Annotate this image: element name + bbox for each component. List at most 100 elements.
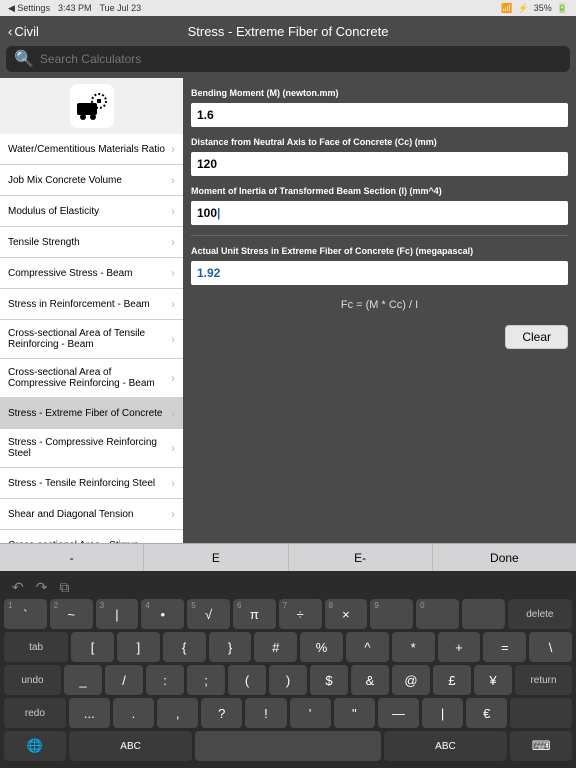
key[interactable]: 8× xyxy=(325,599,368,629)
key[interactable]: , xyxy=(157,698,198,728)
chevron-right-icon: › xyxy=(171,476,175,490)
field-input[interactable]: 1.6 xyxy=(191,103,568,127)
key[interactable]: } xyxy=(209,632,252,662)
clear-button[interactable]: Clear xyxy=(505,325,568,349)
key[interactable]: / xyxy=(105,665,143,695)
key[interactable]: + xyxy=(438,632,481,662)
key[interactable]: & xyxy=(351,665,389,695)
key[interactable]: ABC xyxy=(384,731,508,761)
key[interactable]: # xyxy=(254,632,297,662)
key[interactable]: _ xyxy=(64,665,102,695)
field-input[interactable]: 120 xyxy=(191,152,568,176)
key[interactable]: 9 xyxy=(370,599,413,629)
return-to-app[interactable]: ◀ Settings xyxy=(8,3,50,14)
sidebar-item[interactable]: Stress - Compressive Reinforcing Steel› xyxy=(0,429,183,468)
key[interactable]: 0 xyxy=(416,599,459,629)
search-input[interactable] xyxy=(40,52,562,66)
key[interactable]: " xyxy=(334,698,375,728)
key[interactable]: ; xyxy=(187,665,225,695)
accessory-key[interactable]: Done xyxy=(433,544,576,571)
formula-text: Fc = (M * Cc) / I xyxy=(191,299,568,311)
key[interactable]: undo xyxy=(4,665,61,695)
key[interactable]: . xyxy=(113,698,154,728)
key[interactable]: 7÷ xyxy=(279,599,322,629)
chevron-right-icon: › xyxy=(171,173,175,187)
sidebar-item[interactable]: Modulus of Elasticity› xyxy=(0,196,183,227)
sidebar-item[interactable]: Cross-sectional Area of Compressive Rein… xyxy=(0,359,183,398)
key[interactable]: ? xyxy=(201,698,242,728)
key[interactable]: 2~ xyxy=(50,599,93,629)
key[interactable]: ... xyxy=(69,698,110,728)
key[interactable]: — xyxy=(378,698,419,728)
key[interactable]: 4• xyxy=(141,599,184,629)
key[interactable]: @ xyxy=(392,665,430,695)
divider xyxy=(191,235,568,236)
search-bar[interactable]: 🔍 xyxy=(6,46,570,72)
sidebar-item[interactable]: Stress - Tensile Reinforcing Steel› xyxy=(0,468,183,499)
accessory-key[interactable]: E- xyxy=(289,544,433,571)
key[interactable]: * xyxy=(392,632,435,662)
sidebar-item[interactable]: Shear and Diagonal Tension› xyxy=(0,499,183,530)
sidebar-item[interactable]: Tensile Strength› xyxy=(0,227,183,258)
redo-icon[interactable]: ↷ xyxy=(36,579,48,596)
key[interactable]: 5√ xyxy=(187,599,230,629)
key[interactable]: 3| xyxy=(96,599,139,629)
key[interactable]: ABC xyxy=(69,731,193,761)
accessory-key[interactable]: E xyxy=(144,544,288,571)
undo-icon[interactable]: ↶ xyxy=(12,579,24,596)
key[interactable]: 6π xyxy=(233,599,276,629)
keyboard: ↶ ↷ ⧉ 1`2~3|4•5√6π7÷8×90 delete tab[]{}#%… xyxy=(0,571,576,768)
key[interactable]: : xyxy=(146,665,184,695)
key[interactable] xyxy=(510,698,572,728)
sidebar-item-label: Cross-sectional Area of Tensile Reinforc… xyxy=(8,328,171,350)
key[interactable] xyxy=(462,599,505,629)
key[interactable]: = xyxy=(483,632,526,662)
key[interactable]: 🌐 xyxy=(4,731,66,761)
key[interactable]: % xyxy=(300,632,343,662)
key[interactable]: € xyxy=(466,698,507,728)
sidebar-item[interactable]: Stress in Reinforcement - Beam› xyxy=(0,289,183,320)
clipboard-icon[interactable]: ⧉ xyxy=(59,579,69,596)
key[interactable]: redo xyxy=(4,698,66,728)
chevron-right-icon: › xyxy=(171,235,175,249)
key[interactable]: ) xyxy=(269,665,307,695)
sidebar-item-label: Water/Cementitious Materials Ratio xyxy=(8,144,165,155)
sidebar-item-label: Stress in Reinforcement - Beam xyxy=(8,299,150,310)
sidebar-item[interactable]: Job Mix Concrete Volume› xyxy=(0,165,183,196)
key[interactable] xyxy=(195,731,380,761)
key[interactable]: 1` xyxy=(4,599,47,629)
content-panel: Bending Moment (M) (newton.mm)1.6Distanc… xyxy=(183,78,576,543)
key[interactable]: ¥ xyxy=(474,665,512,695)
accessory-key[interactable]: - xyxy=(0,544,144,571)
key[interactable]: ! xyxy=(245,698,286,728)
sidebar-item[interactable]: Cross-sectional Area of Tensile Reinforc… xyxy=(0,320,183,359)
key[interactable]: \ xyxy=(529,632,572,662)
status-time: 3:43 PM xyxy=(58,3,92,14)
sidebar-item[interactable]: Compressive Stress - Beam› xyxy=(0,258,183,289)
sidebar-item[interactable]: Cross-sectional Area - Stirrup› xyxy=(0,530,183,543)
chevron-right-icon: › xyxy=(171,441,175,455)
key[interactable]: ] xyxy=(117,632,160,662)
key[interactable]: delete xyxy=(508,599,572,629)
key[interactable]: $ xyxy=(310,665,348,695)
nav-bar: ‹ Civil Stress - Extreme Fiber of Concre… xyxy=(0,16,576,46)
wifi-icon: 📶 xyxy=(501,3,512,14)
chevron-right-icon: › xyxy=(171,371,175,385)
chevron-right-icon: › xyxy=(171,204,175,218)
field-input[interactable]: 100| xyxy=(191,201,568,225)
key[interactable]: return xyxy=(515,665,572,695)
key[interactable]: ^ xyxy=(346,632,389,662)
charging-icon: ⚡ xyxy=(518,3,529,14)
back-button[interactable]: ‹ Civil xyxy=(8,24,39,39)
key[interactable]: | xyxy=(422,698,463,728)
sidebar-item[interactable]: Water/Cementitious Materials Ratio› xyxy=(0,134,183,165)
key[interactable]: £ xyxy=(433,665,471,695)
key[interactable]: ⌨ xyxy=(510,731,572,761)
key[interactable]: [ xyxy=(71,632,114,662)
chevron-left-icon: ‹ xyxy=(8,24,12,39)
key[interactable]: tab xyxy=(4,632,68,662)
key[interactable]: ' xyxy=(290,698,331,728)
sidebar-item[interactable]: Stress - Extreme Fiber of Concrete› xyxy=(0,398,183,429)
key[interactable]: { xyxy=(163,632,206,662)
key[interactable]: ( xyxy=(228,665,266,695)
